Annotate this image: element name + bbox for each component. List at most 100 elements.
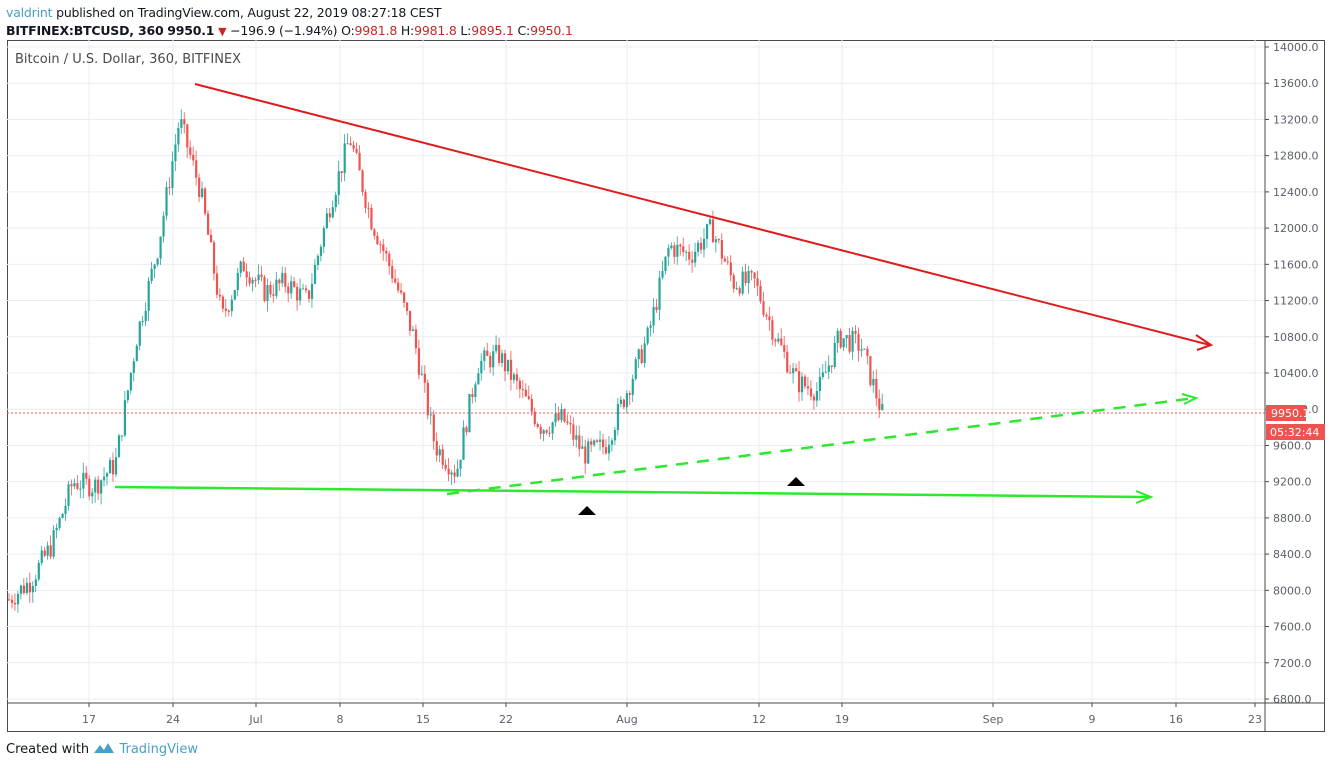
candle-body xyxy=(593,440,596,445)
candle-body xyxy=(192,154,195,161)
candle-body xyxy=(524,389,527,397)
candle-body xyxy=(714,239,718,243)
candle-body xyxy=(61,513,64,518)
candle-body xyxy=(708,219,712,225)
price-tick-label: 12800.0 xyxy=(1273,150,1319,163)
candle-body xyxy=(239,261,242,273)
candle-body xyxy=(364,192,367,208)
candle-body xyxy=(230,299,233,312)
candle-body xyxy=(515,374,519,381)
candle-body xyxy=(881,403,884,410)
candle-body xyxy=(58,517,61,528)
candle-body xyxy=(607,444,611,454)
time-tick-label: 12 xyxy=(752,713,766,726)
candle-body xyxy=(117,435,121,458)
candle-body xyxy=(815,391,819,401)
candle-body xyxy=(878,398,881,410)
price-tick-label: 11600.0 xyxy=(1273,258,1319,271)
candle-body xyxy=(358,152,361,171)
chart-frame[interactable] xyxy=(7,40,1325,732)
candle-body xyxy=(670,245,673,249)
candle-body xyxy=(370,208,373,230)
candle-body xyxy=(792,368,795,374)
candle-body xyxy=(391,266,394,279)
candle-body xyxy=(141,321,144,323)
candle-body xyxy=(337,171,340,196)
candle-body xyxy=(218,294,222,297)
candle-body xyxy=(875,378,878,399)
candle-body xyxy=(717,239,721,241)
candle-body xyxy=(456,468,459,477)
candle-body xyxy=(313,264,317,284)
candle-body xyxy=(275,279,278,296)
candle-body xyxy=(569,422,572,425)
candle-body xyxy=(530,399,533,412)
resistance-trendline[interactable] xyxy=(194,83,1211,346)
candle-body xyxy=(509,359,513,380)
candle-body xyxy=(613,429,617,441)
candle-body xyxy=(405,302,409,311)
close-label: C: xyxy=(517,23,531,38)
candle-body xyxy=(548,432,551,434)
candle-body xyxy=(836,330,839,343)
candle-body xyxy=(634,359,637,379)
candle-body xyxy=(806,386,810,389)
candle-body xyxy=(462,427,465,460)
candle-body xyxy=(575,435,578,440)
ohlc-line: BITFINEX:BTCUSD, 360 9950.1 ▼ −196.9 (−1… xyxy=(6,22,573,41)
symbol-label: BITFINEX:BTCUSD, 360 xyxy=(6,23,164,38)
tradingview-brand[interactable]: TradingView xyxy=(119,742,198,757)
candle-body xyxy=(444,464,447,469)
price-tick-label: 12000.0 xyxy=(1273,222,1319,235)
candle-body xyxy=(16,593,20,605)
candle-body xyxy=(435,441,438,456)
candle-body xyxy=(37,562,40,580)
candle-body xyxy=(8,599,11,601)
candle-body xyxy=(489,355,492,368)
candle-body xyxy=(851,330,854,352)
price-axis[interactable]: 14000.0 13600.0 13200.0 12800.0 12400.0 12000… xyxy=(1265,41,1319,706)
grid-lines xyxy=(7,40,1265,703)
candle-body xyxy=(486,350,489,356)
candlesticks xyxy=(8,109,884,613)
candle-body xyxy=(302,288,305,290)
candle-body xyxy=(560,409,563,421)
candle-body xyxy=(132,361,135,373)
candle-body xyxy=(70,484,73,487)
price-tick-label: 8000.0 xyxy=(1273,584,1312,597)
candle-body xyxy=(643,343,646,364)
candle-body xyxy=(533,411,536,425)
time-tick-label: 15 xyxy=(416,713,430,726)
candle-body xyxy=(602,439,605,448)
low-label: L: xyxy=(460,23,472,38)
candle-body xyxy=(209,234,213,243)
candle-body xyxy=(521,389,525,391)
candle-body xyxy=(272,294,275,296)
time-tick-label: 9 xyxy=(1089,713,1096,726)
candle-body xyxy=(572,424,575,440)
candle-body xyxy=(88,478,91,497)
countdown-tag xyxy=(1266,424,1325,440)
publisher-link[interactable]: valdrint xyxy=(6,5,53,20)
ascending-support-trendline[interactable] xyxy=(446,396,1196,496)
candle-body xyxy=(649,325,652,328)
time-axis[interactable]: 17 24 Jul 8 15 22 Aug 12 19 Sep 9 16 23 xyxy=(82,703,1262,726)
candle-body xyxy=(676,244,679,257)
time-tick-label: 8 xyxy=(337,713,344,726)
candle-body xyxy=(165,187,168,216)
candle-body xyxy=(82,472,85,489)
candle-body xyxy=(73,483,76,487)
candle-body xyxy=(46,545,49,556)
candle-body xyxy=(619,399,623,405)
candle-body xyxy=(67,484,70,506)
candle-body xyxy=(91,492,94,497)
candle-body xyxy=(723,258,726,262)
price-tick-label: 7200.0 xyxy=(1273,657,1312,670)
candle-body xyxy=(28,582,31,593)
horizontal-support-trendline[interactable] xyxy=(114,485,1151,499)
candle-body xyxy=(833,342,836,367)
candle-body xyxy=(97,479,100,494)
candle-body xyxy=(385,251,388,254)
candle-body xyxy=(379,244,382,246)
